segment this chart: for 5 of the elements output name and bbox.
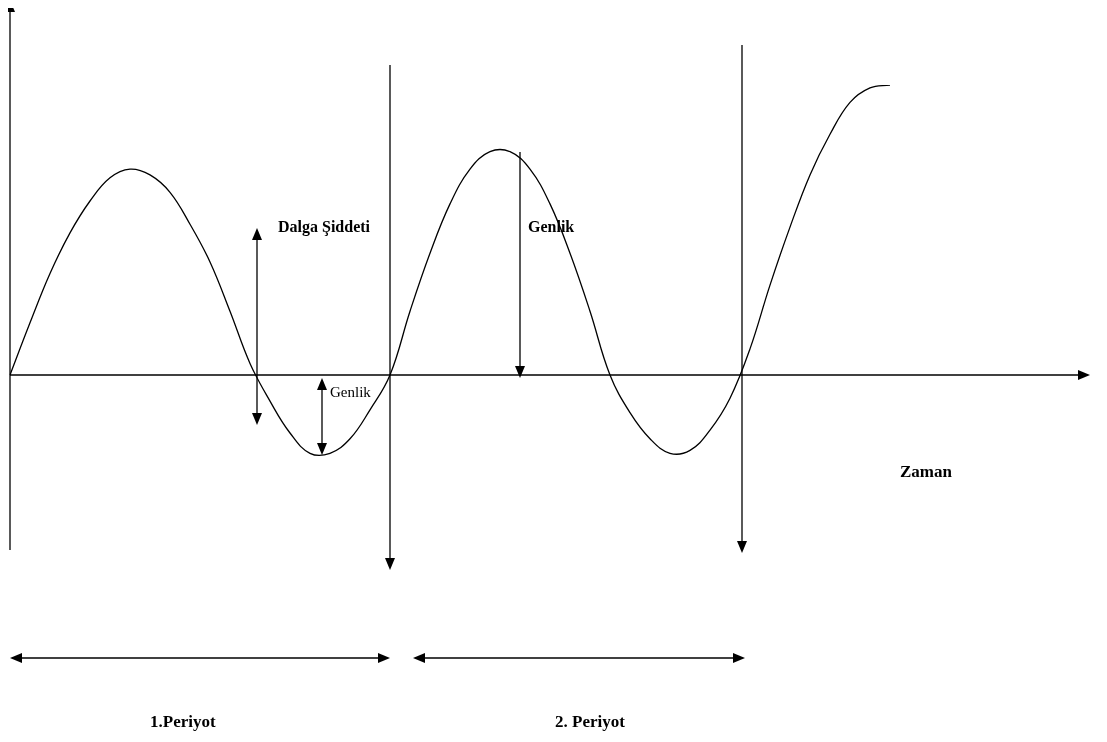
text: Zaman: [900, 462, 953, 481]
annotation: Dalga Şiddeti: [278, 218, 371, 236]
text: 2. Periyot: [555, 712, 626, 731]
text: 1.Periyot: [150, 712, 216, 731]
annotation: Genlik: [330, 384, 372, 400]
